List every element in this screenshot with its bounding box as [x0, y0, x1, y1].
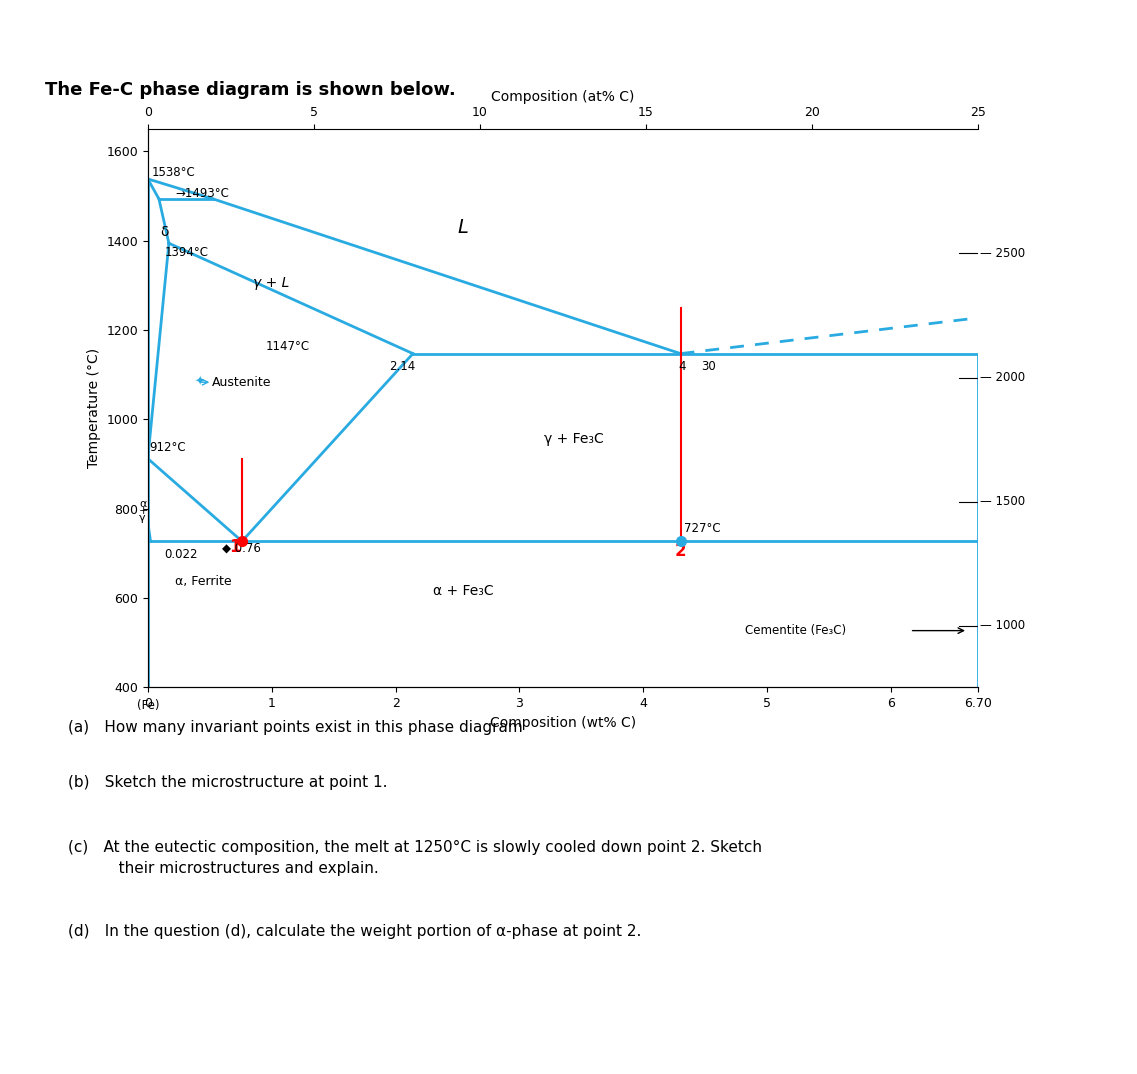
- Text: δ: δ: [160, 224, 168, 238]
- Text: 30: 30: [702, 360, 716, 373]
- X-axis label: Composition (at% C): Composition (at% C): [491, 89, 634, 103]
- Text: Austenite: Austenite: [213, 376, 272, 389]
- Text: α + Fe₃C: α + Fe₃C: [433, 584, 493, 598]
- Text: →1493°C: →1493°C: [175, 187, 229, 200]
- Text: L: L: [457, 218, 468, 236]
- Text: (d) In the question (d), calculate the weight portion of α-phase at point 2.: (d) In the question (d), calculate the w…: [68, 924, 641, 939]
- Text: 1147°C: 1147°C: [266, 340, 309, 353]
- Text: (a) How many invariant points exist in this phase diagram: (a) How many invariant points exist in t…: [68, 720, 523, 735]
- Text: 1394°C: 1394°C: [165, 246, 209, 259]
- Text: 4: 4: [678, 360, 686, 373]
- Text: — 2500: — 2500: [980, 247, 1026, 260]
- Text: (c) At the eutectic composition, the melt at 1250°C is slowly cooled down point : (c) At the eutectic composition, the mel…: [68, 840, 762, 876]
- Text: γ + L: γ + L: [254, 276, 290, 290]
- Text: — 2000: — 2000: [980, 372, 1026, 384]
- Text: The Fe-C phase diagram is shown below.: The Fe-C phase diagram is shown below.: [45, 81, 456, 99]
- Text: 1538°C: 1538°C: [151, 165, 196, 178]
- Text: ◆ 0.76: ◆ 0.76: [222, 541, 262, 554]
- Text: α, Ferrite: α, Ferrite: [175, 575, 232, 587]
- Text: α: α: [139, 499, 147, 509]
- Y-axis label: Temperature (°C): Temperature (°C): [86, 348, 101, 468]
- Text: (b) Sketch the microstructure at point 1.: (b) Sketch the microstructure at point 1…: [68, 775, 388, 790]
- Text: ✦: ✦: [194, 376, 206, 389]
- Text: 1: 1: [229, 538, 240, 556]
- Text: γ + Fe₃C: γ + Fe₃C: [545, 433, 604, 447]
- Text: — 1500: — 1500: [980, 495, 1026, 508]
- Text: 727°C: 727°C: [684, 522, 721, 535]
- Text: (Fe): (Fe): [136, 698, 159, 712]
- Text: 2.14: 2.14: [389, 360, 416, 373]
- Text: +: +: [139, 506, 149, 516]
- Text: Cementite (Fe₃C): Cementite (Fe₃C): [745, 624, 846, 637]
- X-axis label: Composition (wt% C): Composition (wt% C): [490, 715, 636, 729]
- Text: 912°C: 912°C: [149, 440, 185, 453]
- Text: γ: γ: [139, 512, 146, 523]
- Text: — 1000: — 1000: [980, 620, 1026, 633]
- Text: 2: 2: [674, 542, 687, 561]
- Text: 0.022: 0.022: [164, 548, 198, 562]
